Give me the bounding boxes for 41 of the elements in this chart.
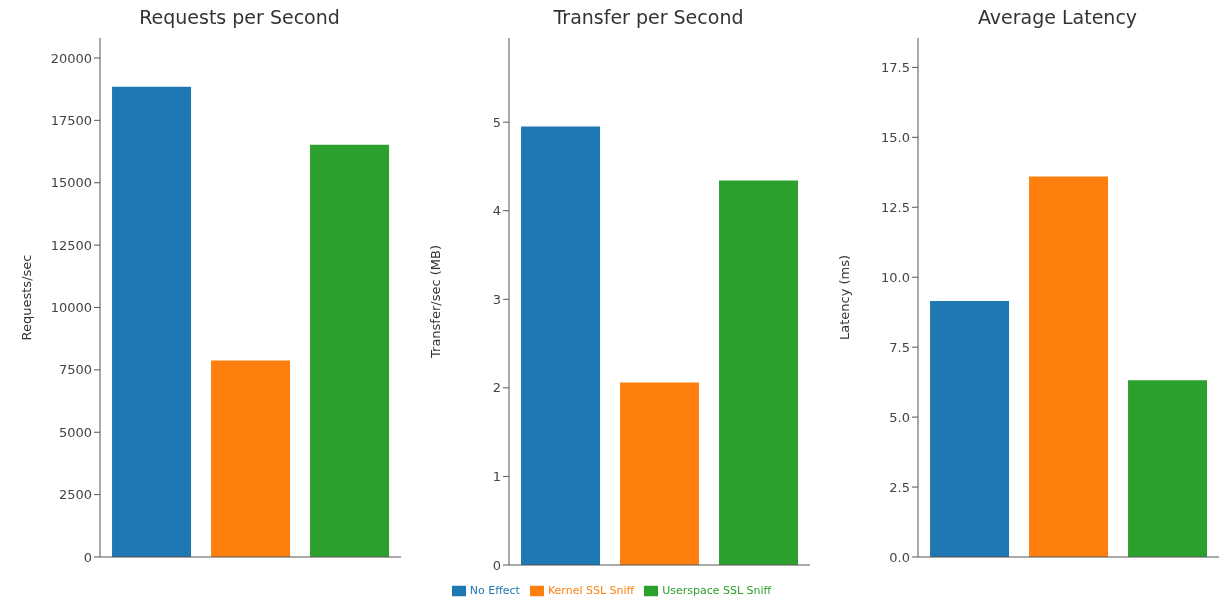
legend-label: Kernel SSL Sniff (547, 584, 635, 597)
y-axis-title: Latency (ms) (836, 254, 852, 341)
y-tick-label: 5 (492, 114, 501, 130)
y-tick-label: 15.0 (881, 129, 910, 145)
bar (930, 301, 1010, 557)
y-tick-label: 0 (492, 557, 501, 573)
bar (211, 360, 291, 557)
y-tick-label: 7500 (58, 362, 92, 378)
y-tick-label: 12.5 (881, 199, 910, 215)
bar (310, 144, 390, 557)
bar (1128, 380, 1208, 557)
y-tick-label: 0 (83, 549, 92, 565)
y-tick-label: 15000 (50, 175, 92, 191)
y-axis-title: Requests/sec (18, 254, 34, 341)
y-tick-label: 7.5 (889, 339, 910, 355)
y-tick-label: 17.5 (881, 59, 910, 75)
y-tick-label: 0.0 (889, 549, 910, 565)
bar (521, 126, 601, 565)
y-tick-label: 12500 (50, 237, 92, 253)
y-tick-label: 10.0 (881, 269, 910, 285)
y-tick-label: 3 (492, 291, 501, 307)
bar (1029, 176, 1109, 557)
y-tick-label: 4 (492, 203, 501, 219)
bar (719, 180, 799, 565)
y-tick-label: 17500 (50, 112, 92, 128)
y-tick-label: 2.5 (889, 479, 910, 495)
y-tick-label: 1 (492, 469, 501, 485)
bar (620, 382, 700, 565)
y-axis-title: Transfer/sec (MB) (427, 245, 443, 359)
y-tick-label: 2 (492, 380, 501, 396)
y-tick-label: 10000 (50, 300, 92, 316)
chart-title: Transfer per Second (552, 6, 745, 28)
y-tick-label: 5000 (58, 424, 92, 440)
legend-label: Userspace SSL Sniff (662, 584, 772, 597)
chart-title: Requests per Second (138, 6, 341, 28)
legend-label: No Effect (469, 584, 520, 597)
y-tick-label: 5.0 (889, 409, 910, 425)
y-tick-label: 2500 (58, 487, 92, 503)
y-tick-label: 20000 (50, 50, 92, 66)
chart-title: Average Latency (976, 6, 1139, 28)
bar (112, 86, 192, 557)
